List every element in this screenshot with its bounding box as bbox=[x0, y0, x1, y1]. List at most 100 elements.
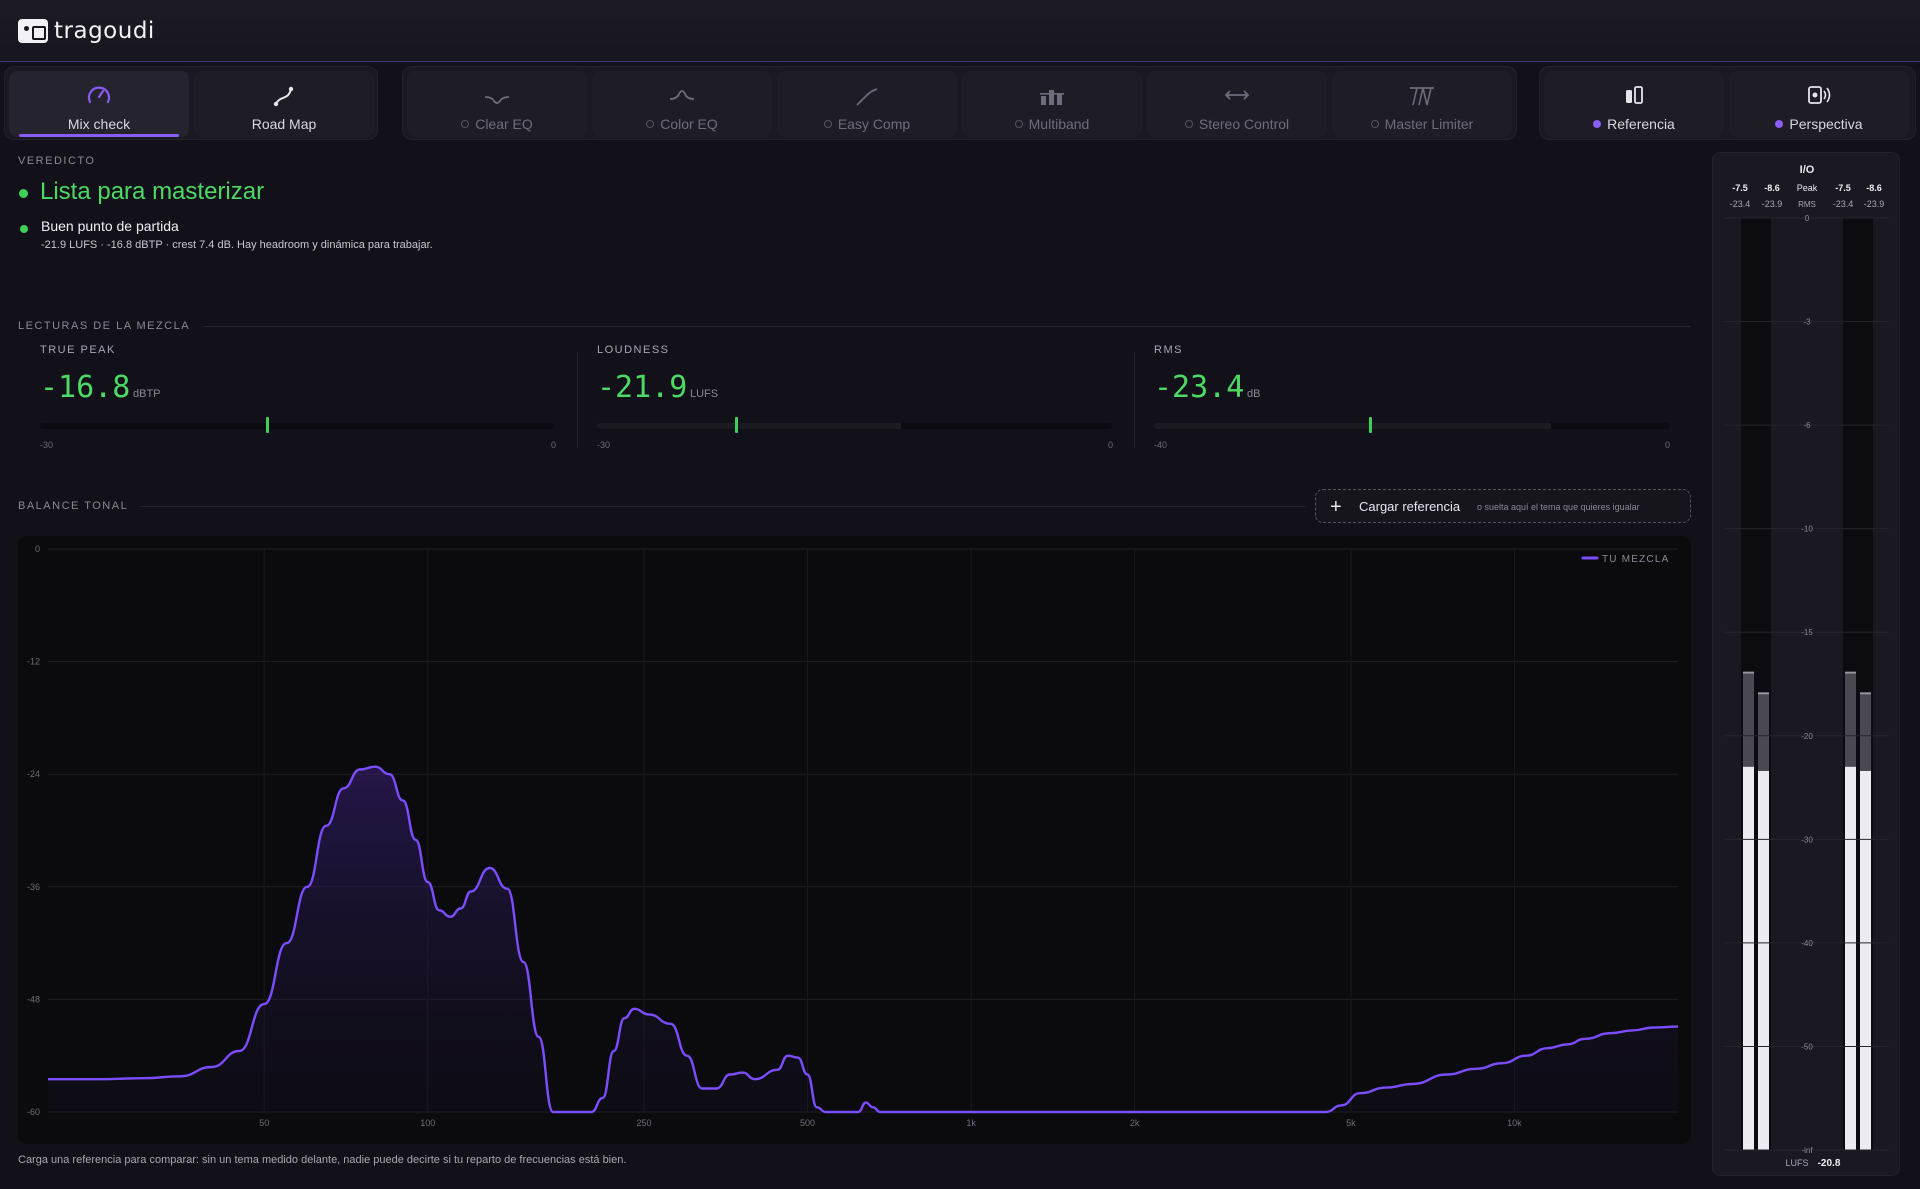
notch-eq-icon bbox=[407, 83, 587, 107]
active-tab-indicator bbox=[19, 134, 179, 137]
meter-scale-label: -30 bbox=[1801, 835, 1813, 844]
tab-referencia[interactable]: Referencia bbox=[1544, 71, 1724, 137]
tab-label: Multiband bbox=[962, 116, 1142, 132]
tonal-divider bbox=[140, 506, 1305, 507]
io-peak-value: -8.6 bbox=[1764, 183, 1780, 193]
tab-label: Easy Comp bbox=[777, 116, 957, 132]
tab-label: Stereo Control bbox=[1147, 116, 1327, 132]
app-name: tragoudi bbox=[54, 18, 155, 44]
meter-peak-hold bbox=[1860, 692, 1871, 695]
verdict-item-dot bbox=[20, 225, 28, 233]
loudness-reading: LOUDNESS -21.9 LUFS -30 0 bbox=[597, 344, 1117, 454]
x-tick-label: 250 bbox=[636, 1118, 651, 1128]
tab-perspectiva[interactable]: Perspectiva bbox=[1729, 71, 1909, 137]
tab-label: Road Map bbox=[251, 116, 317, 132]
tab-mix-check[interactable]: Mix check bbox=[9, 71, 189, 137]
processing-tab-group: Clear EQ Color EQ Easy Comp Multiband St… bbox=[402, 66, 1517, 140]
verdict-section-label: VEREDICTO bbox=[18, 155, 96, 167]
meter-scale-label: -40 bbox=[1801, 939, 1813, 948]
tab-clear-eq[interactable]: Clear EQ bbox=[407, 71, 587, 137]
io-rms-value: -23.4 bbox=[1730, 199, 1751, 209]
status-dot bbox=[1014, 120, 1023, 128]
y-tick-label: 0 bbox=[35, 544, 40, 554]
status-dot bbox=[823, 120, 832, 128]
verdict-status-dot bbox=[19, 189, 28, 198]
load-reference-label: Cargar referencia bbox=[1359, 499, 1461, 514]
compressor-curve-icon bbox=[777, 83, 957, 107]
io-peak-label: Peak bbox=[1797, 183, 1818, 193]
meter-rms-bar bbox=[1743, 766, 1754, 1150]
reading-unit: dBTP bbox=[133, 388, 161, 400]
meter-rms-bar bbox=[1845, 766, 1856, 1150]
x-tick-label: 50 bbox=[259, 1118, 269, 1128]
reading-unit: dB bbox=[1247, 388, 1261, 400]
verdict-subtitle: Buen punto de partida bbox=[41, 218, 179, 234]
tonal-balance-plot: 0 -12 -24 -36 -48 -60 50 100 250 500 1k 2k 5k 10k TU M… bbox=[27, 544, 1679, 1128]
status-dot bbox=[1775, 120, 1784, 128]
reading-meter-marker bbox=[735, 417, 739, 433]
io-rms-value: -23.9 bbox=[1762, 199, 1783, 209]
reference-icon bbox=[1544, 83, 1724, 107]
reading-scale-max: 0 bbox=[1665, 440, 1671, 450]
analysis-tab-group: Mix check Road Map bbox=[4, 66, 378, 140]
io-lufs-value: -20.8 bbox=[1818, 1158, 1841, 1169]
plus-icon: + bbox=[1330, 496, 1342, 518]
io-rms-value: -23.4 bbox=[1833, 199, 1854, 209]
meter-rms-bar bbox=[1758, 770, 1769, 1150]
logo-mark-icon bbox=[18, 19, 48, 43]
reading-value: -21.9 bbox=[597, 370, 688, 405]
tab-label: Referencia bbox=[1544, 116, 1724, 132]
x-tick-label: 100 bbox=[420, 1118, 435, 1128]
y-tick-label: -24 bbox=[27, 769, 40, 779]
tab-label: Master Limiter bbox=[1332, 116, 1512, 132]
reading-meter-marker bbox=[265, 417, 269, 433]
io-peak-value: -7.5 bbox=[1835, 183, 1851, 193]
reading-scale-min: -30 bbox=[597, 440, 611, 450]
tab-road-map[interactable]: Road Map bbox=[194, 71, 374, 137]
meter-scale-label: -3 bbox=[1803, 318, 1811, 327]
reading-unit: LUFS bbox=[690, 388, 719, 400]
meter-rms-bar bbox=[1860, 770, 1871, 1150]
tab-label: Mix check bbox=[67, 116, 131, 132]
load-reference-button[interactable]: + Cargar referencia o suelta aquí el tem… bbox=[1315, 489, 1691, 523]
reading-separator bbox=[577, 352, 578, 448]
readings-divider bbox=[204, 326, 1691, 327]
reading-label: TRUE PEAK bbox=[40, 344, 116, 356]
x-tick-label: 500 bbox=[800, 1118, 815, 1128]
io-title: I/O bbox=[1800, 164, 1815, 176]
tab-label: Perspectiva bbox=[1729, 116, 1909, 132]
reading-meter-fill bbox=[1154, 423, 1551, 429]
y-tick-label: -48 bbox=[27, 994, 40, 1004]
multiband-bars-icon bbox=[962, 83, 1142, 107]
verdict-detail: -21.9 LUFS · -16.8 dBTP · crest 7.4 dB. … bbox=[41, 239, 433, 251]
reading-scale-min: -30 bbox=[40, 440, 54, 450]
tab-multiband[interactable]: Multiband bbox=[962, 71, 1142, 137]
io-meters: I/O Peak RMS -7.5 -23.4 -8.6 -23.9 -7.5 -23.4 -8.… bbox=[1725, 164, 1889, 1169]
reading-meter-track bbox=[597, 423, 1112, 429]
status-dot bbox=[461, 120, 470, 128]
route-icon bbox=[194, 83, 374, 107]
tonal-balance-chart: 0 -12 -24 -36 -48 -60 50 100 250 500 1k 2k 5k 10k TU M… bbox=[18, 536, 1691, 1144]
meter-scale-label: -15 bbox=[1801, 628, 1813, 637]
meter-peak-hold bbox=[1845, 671, 1856, 674]
x-tick-label: 2k bbox=[1130, 1118, 1140, 1128]
gauge-icon bbox=[9, 83, 189, 107]
reading-meter-track bbox=[40, 423, 555, 429]
rms-reading: RMS -23.4 dB -40 0 bbox=[1154, 344, 1674, 454]
reading-scale-max: 0 bbox=[1108, 440, 1114, 450]
legend-label: TU MEZCLA bbox=[1602, 554, 1669, 565]
tab-label: Color EQ bbox=[592, 116, 772, 132]
tab-easy-comp[interactable]: Easy Comp bbox=[777, 71, 957, 137]
series-line bbox=[48, 765, 1679, 1114]
app-logo[interactable]: tragoudi bbox=[18, 18, 155, 44]
meter-scale-label: -20 bbox=[1801, 732, 1813, 741]
meter-peak-hold bbox=[1758, 692, 1769, 695]
status-dot bbox=[646, 120, 655, 128]
meter-scale-label: -inf bbox=[1801, 1146, 1813, 1155]
tab-color-eq[interactable]: Color EQ bbox=[592, 71, 772, 137]
y-tick-label: -36 bbox=[27, 882, 40, 892]
tonal-section-label: BALANCE TONAL bbox=[18, 500, 129, 512]
tab-stereo-control[interactable]: Stereo Control bbox=[1147, 71, 1327, 137]
io-meter-panel: I/O Peak RMS -7.5 -23.4 -8.6 -23.9 -7.5 -23.4 -8.… bbox=[1712, 152, 1900, 1176]
tab-master-limiter[interactable]: Master Limiter bbox=[1332, 71, 1512, 137]
